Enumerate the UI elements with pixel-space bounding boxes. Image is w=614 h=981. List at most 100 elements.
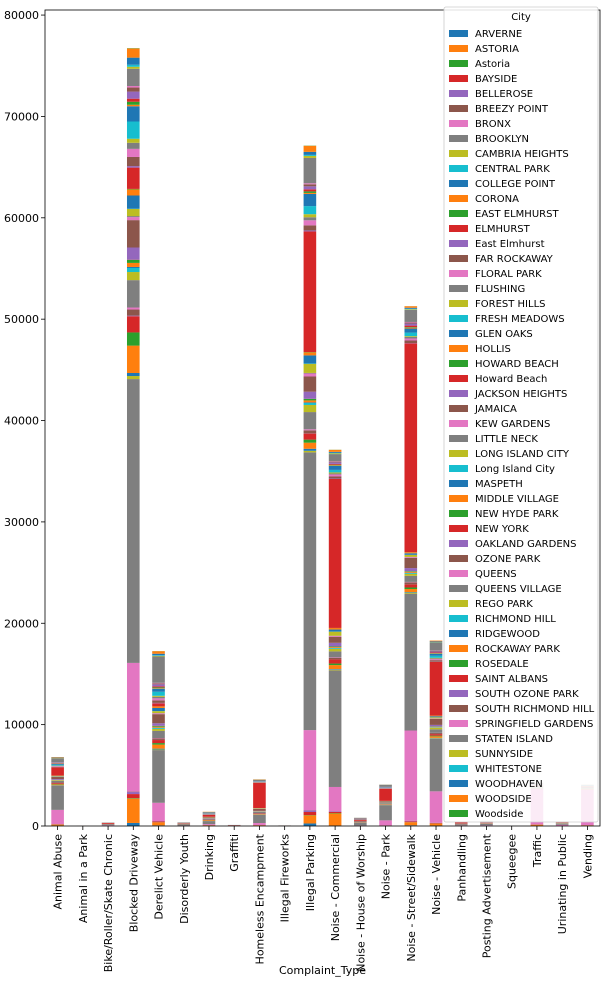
legend-swatch	[449, 30, 468, 37]
bar-segment	[126, 104, 140, 107]
bar-segment	[126, 798, 140, 823]
bar-segment	[152, 707, 165, 711]
bar-segment	[454, 824, 468, 826]
x-tick-label: Posting Advertisement	[480, 833, 493, 958]
x-tick-label: Disorderly Youth	[178, 834, 191, 924]
legend-swatch	[449, 360, 468, 367]
legend-swatch	[449, 495, 468, 502]
bar-segment	[303, 400, 317, 403]
legend-label: WOODSIDE	[475, 794, 532, 805]
legend-label: FAR ROCKAWAY	[475, 254, 554, 265]
bar-segment	[126, 195, 140, 209]
bar-segment	[404, 593, 418, 731]
bar-segment	[354, 822, 367, 826]
bar-segment	[303, 398, 317, 401]
legend-swatch	[449, 525, 468, 532]
bar-segment	[429, 727, 443, 730]
bar-segment	[152, 713, 165, 715]
bar-segment	[152, 700, 165, 703]
bar-segment	[328, 631, 342, 636]
y-tick-label: 80000	[4, 9, 39, 22]
bar-segment	[303, 376, 317, 392]
bar-segment	[429, 738, 443, 792]
legend-swatch	[449, 675, 468, 682]
bar-segment	[328, 469, 342, 473]
legend-swatch	[449, 450, 468, 457]
bar-segment	[328, 476, 342, 479]
bar-segment	[354, 819, 367, 821]
bar-segment	[126, 662, 140, 792]
bar-segment	[429, 717, 443, 719]
bar-segment	[152, 749, 165, 751]
legend-label: FOREST HILLS	[475, 299, 545, 310]
legend-label: ELMHURST	[475, 224, 531, 235]
bar-segment	[303, 145, 317, 152]
bar-segment	[51, 766, 64, 768]
x-tick-label: Vending	[581, 834, 594, 878]
bar-segment	[126, 259, 140, 263]
bar-segment	[51, 764, 64, 766]
x-tick-label: Traffic	[531, 834, 544, 868]
bar-segment	[126, 87, 140, 92]
bar-segment	[404, 322, 418, 324]
legend-swatch	[449, 90, 468, 97]
bar-segment	[51, 779, 64, 780]
bar-segment	[328, 659, 342, 664]
legend-swatch	[449, 510, 468, 517]
bar-segment	[328, 813, 342, 826]
legend-swatch	[449, 705, 468, 712]
bar-segment	[152, 653, 165, 656]
bar-segment	[126, 345, 140, 373]
bar-segment	[152, 656, 165, 683]
bar-segment	[152, 691, 165, 696]
bar-segment	[328, 665, 342, 670]
bar-segment	[530, 824, 544, 826]
bar-segment	[429, 660, 443, 662]
bar-segment	[328, 647, 342, 648]
bar-segment	[328, 473, 342, 475]
bar-segment	[303, 352, 317, 356]
bar-segment	[328, 636, 342, 643]
bar-segment	[152, 651, 165, 654]
bar-segment	[429, 715, 443, 717]
bar-segment	[253, 779, 266, 782]
bar-segment	[152, 655, 165, 656]
legend-label: NEW HYDE PARK	[475, 509, 559, 520]
bar-segment	[404, 592, 418, 593]
legend-swatch	[449, 255, 468, 262]
legend-label: Woodside	[475, 809, 523, 820]
bar-segment	[51, 766, 64, 767]
bar-segment	[404, 338, 418, 341]
bar-segment	[328, 453, 342, 455]
bar-segment	[404, 557, 418, 558]
bar-segment	[404, 309, 418, 310]
bar-segment	[202, 818, 216, 820]
bar-segment	[454, 822, 468, 824]
bar-segment	[404, 821, 418, 823]
bar-segment	[404, 568, 418, 572]
bar-segment	[328, 657, 342, 660]
bar-segment	[152, 726, 165, 728]
bar-segment	[480, 822, 493, 824]
bar-segment	[51, 782, 64, 784]
x-tick-label: Noise - House of Worship	[354, 834, 367, 972]
bar-segment	[152, 688, 165, 689]
bar-segment	[404, 571, 418, 572]
legend-swatch	[449, 690, 468, 697]
bar-segment	[328, 474, 342, 477]
bar-segment	[126, 216, 140, 218]
legend-swatch	[449, 45, 468, 52]
x-tick-label: Noise - Commercial	[329, 834, 342, 941]
legend-label: BROOKLYN	[475, 134, 529, 145]
legend-label: SAINT ALBANS	[475, 674, 548, 685]
legend-swatch	[449, 480, 468, 487]
bar-segment	[152, 706, 165, 708]
legend-swatch	[449, 555, 468, 562]
bar-segment	[429, 726, 443, 728]
bar-segment	[404, 323, 418, 326]
legend-label: SPRINGFIELD GARDENS	[475, 719, 593, 730]
bar-segment	[51, 784, 64, 786]
bar-segment	[328, 451, 342, 453]
bar-segment	[303, 193, 317, 207]
